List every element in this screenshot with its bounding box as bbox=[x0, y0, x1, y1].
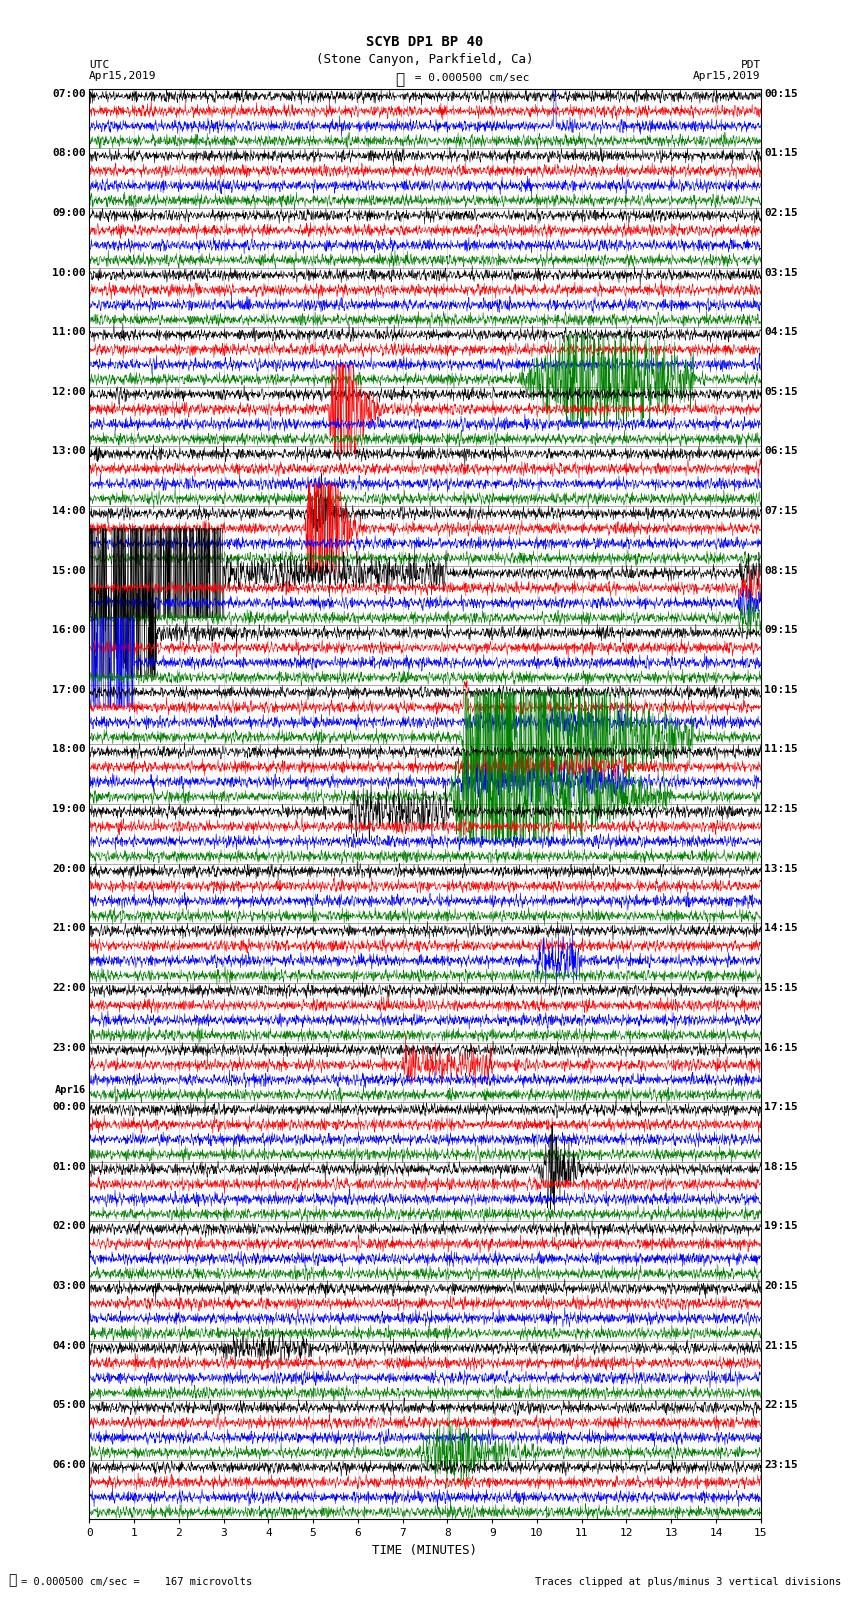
Text: 23:00: 23:00 bbox=[52, 1042, 86, 1053]
Text: 19:15: 19:15 bbox=[764, 1221, 798, 1231]
X-axis label: TIME (MINUTES): TIME (MINUTES) bbox=[372, 1544, 478, 1557]
Text: 19:00: 19:00 bbox=[52, 805, 86, 815]
Text: 21:15: 21:15 bbox=[764, 1340, 798, 1350]
Text: Apr16: Apr16 bbox=[54, 1086, 86, 1095]
Text: 04:15: 04:15 bbox=[764, 327, 798, 337]
Text: SCYB DP1 BP 40: SCYB DP1 BP 40 bbox=[366, 35, 484, 50]
Text: 13:00: 13:00 bbox=[52, 447, 86, 456]
Text: Apr15,2019: Apr15,2019 bbox=[89, 71, 156, 81]
Text: 20:15: 20:15 bbox=[764, 1281, 798, 1290]
Text: = 0.000500 cm/sec: = 0.000500 cm/sec bbox=[408, 73, 530, 82]
Text: 12:00: 12:00 bbox=[52, 387, 86, 397]
Text: 05:15: 05:15 bbox=[764, 387, 798, 397]
Text: 14:15: 14:15 bbox=[764, 923, 798, 934]
Text: = 0.000500 cm/sec =    167 microvolts: = 0.000500 cm/sec = 167 microvolts bbox=[21, 1578, 252, 1587]
Text: 11:15: 11:15 bbox=[764, 745, 798, 755]
Text: 20:00: 20:00 bbox=[52, 863, 86, 874]
Text: 16:15: 16:15 bbox=[764, 1042, 798, 1053]
Text: 18:15: 18:15 bbox=[764, 1161, 798, 1171]
Text: 13:15: 13:15 bbox=[764, 863, 798, 874]
Text: 05:00: 05:00 bbox=[52, 1400, 86, 1410]
Text: 06:15: 06:15 bbox=[764, 447, 798, 456]
Text: 15:15: 15:15 bbox=[764, 982, 798, 994]
Text: 09:00: 09:00 bbox=[52, 208, 86, 218]
Text: 11:00: 11:00 bbox=[52, 327, 86, 337]
Text: 10:00: 10:00 bbox=[52, 268, 86, 277]
Text: 08:15: 08:15 bbox=[764, 566, 798, 576]
Text: 17:00: 17:00 bbox=[52, 686, 86, 695]
Text: 00:15: 00:15 bbox=[764, 89, 798, 98]
Text: 01:15: 01:15 bbox=[764, 148, 798, 158]
Text: 02:15: 02:15 bbox=[764, 208, 798, 218]
Text: (Stone Canyon, Parkfield, Ca): (Stone Canyon, Parkfield, Ca) bbox=[316, 53, 534, 66]
Text: 03:00: 03:00 bbox=[52, 1281, 86, 1290]
Text: 04:00: 04:00 bbox=[52, 1340, 86, 1350]
Text: 07:15: 07:15 bbox=[764, 506, 798, 516]
Text: 07:00: 07:00 bbox=[52, 89, 86, 98]
Text: 22:00: 22:00 bbox=[52, 982, 86, 994]
Text: 15:00: 15:00 bbox=[52, 566, 86, 576]
Text: Traces clipped at plus/minus 3 vertical divisions: Traces clipped at plus/minus 3 vertical … bbox=[536, 1578, 842, 1587]
Text: 23:15: 23:15 bbox=[764, 1460, 798, 1469]
Text: 22:15: 22:15 bbox=[764, 1400, 798, 1410]
Text: 10:15: 10:15 bbox=[764, 686, 798, 695]
Text: 06:00: 06:00 bbox=[52, 1460, 86, 1469]
Text: 21:00: 21:00 bbox=[52, 923, 86, 934]
Text: 09:15: 09:15 bbox=[764, 626, 798, 636]
Text: ⎹: ⎹ bbox=[8, 1573, 17, 1587]
Text: Apr15,2019: Apr15,2019 bbox=[694, 71, 761, 81]
Text: 14:00: 14:00 bbox=[52, 506, 86, 516]
Text: 03:15: 03:15 bbox=[764, 268, 798, 277]
Text: 17:15: 17:15 bbox=[764, 1102, 798, 1111]
Text: 12:15: 12:15 bbox=[764, 805, 798, 815]
Text: UTC: UTC bbox=[89, 60, 110, 69]
Text: 08:00: 08:00 bbox=[52, 148, 86, 158]
Text: 16:00: 16:00 bbox=[52, 626, 86, 636]
Text: ⎹: ⎹ bbox=[395, 73, 404, 87]
Text: 01:00: 01:00 bbox=[52, 1161, 86, 1171]
Text: 18:00: 18:00 bbox=[52, 745, 86, 755]
Text: 00:00: 00:00 bbox=[52, 1102, 86, 1111]
Text: 02:00: 02:00 bbox=[52, 1221, 86, 1231]
Text: PDT: PDT bbox=[740, 60, 761, 69]
